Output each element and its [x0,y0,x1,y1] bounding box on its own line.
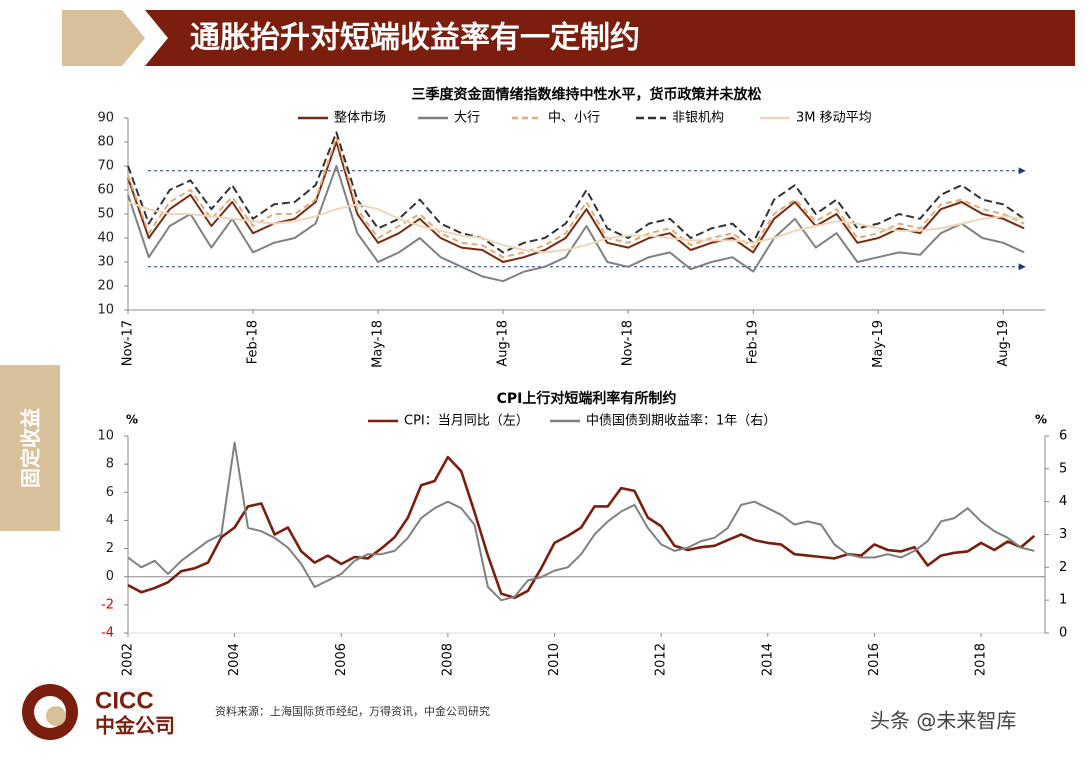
y2-tick-label: 0 [1059,626,1067,641]
logo-mark [46,706,66,726]
header-banner [145,10,1075,66]
x-tick-label: 2016 [867,643,882,676]
x-tick-label: 2002 [121,643,136,676]
series-line [127,165,1025,283]
series-line [127,455,1036,600]
chart-title: CPI上行对短端利率有所制约 [497,390,677,407]
y2-tick-label: 3 [1059,527,1067,542]
source-note: 资料来源：上海国际货币经纪，万得资讯，中金公司研究 [215,704,490,718]
x-tick-label: Nov-17 [121,320,136,366]
x-tick-label: 2008 [440,643,455,676]
y2-tick-label: 5 [1059,461,1067,476]
x-tick-label: 2010 [547,643,562,676]
y2-tick-label: 6 [1059,429,1067,444]
watermark: 头条 @未来智库 [870,709,1016,733]
y-tick-label: 0 [106,569,114,584]
y-tick-label: 6 [106,485,114,500]
logo-text: CICC [95,687,154,714]
y-tick-label: 10 [97,429,114,444]
legend-label: 非银机构 [672,111,724,126]
x-tick-label: May-18 [371,320,386,368]
x-tick-label: 2018 [974,643,989,676]
legend-label: 中债国债到期收益率：1年（右） [586,413,776,429]
y-tick-label: -4 [101,626,114,641]
side-label: 固定收益 [19,408,43,488]
y-tick-label: 50 [97,207,114,222]
legend-label: 整体市场 [334,110,386,126]
y-tick-label: 60 [97,183,114,198]
y-tick-label: 10 [97,303,114,318]
x-tick-label: Feb-19 [746,320,761,364]
y-unit: % [126,413,138,427]
series-line [127,131,1025,254]
y-tick-label: 20 [97,279,114,294]
legend-label: 大行 [454,111,480,126]
y-tick-label: -2 [101,597,114,612]
y-tick-label: 40 [97,231,114,246]
y-tick-label: 2 [106,541,114,556]
x-tick-label: 2006 [334,643,349,676]
x-tick-label: Aug-18 [496,320,511,367]
x-tick-label: Nov-18 [621,320,636,366]
x-tick-label: 2004 [227,643,242,676]
y-tick-label: 70 [97,159,114,174]
x-tick-label: May-19 [871,320,886,368]
x-tick-label: 2012 [654,643,669,676]
y-tick-label: 90 [97,111,114,126]
side-tab [0,365,60,531]
y-tick-label: 80 [97,135,114,150]
series-line [127,141,1025,263]
series-line [127,201,1025,254]
y-tick-label: 4 [106,513,114,528]
legend-label: 中、小行 [548,111,600,126]
y2-tick-label: 4 [1059,494,1067,509]
series-line [127,136,1025,259]
header-title: 通胀抬升对短端收益率有一定制约 [190,21,640,56]
legend-label: 3M 移动平均 [796,111,872,126]
y2-tick-label: 1 [1059,593,1067,608]
x-tick-label: 2014 [760,643,775,676]
x-tick-label: Feb-18 [246,320,261,364]
legend-label: CPI：当月同比（左） [404,414,529,429]
y-tick-label: 8 [106,457,114,472]
header-chevron [62,10,145,66]
series-line [127,441,1035,602]
x-tick-label: Aug-19 [996,320,1011,367]
y2-unit: % [1035,413,1047,427]
y2-tick-label: 2 [1059,560,1067,575]
chart-title: 三季度资金面情绪指数维持中性水平，货币政策并未放松 [412,86,762,103]
y-tick-label: 30 [97,255,114,270]
logo-cn: 中金公司 [95,714,175,738]
